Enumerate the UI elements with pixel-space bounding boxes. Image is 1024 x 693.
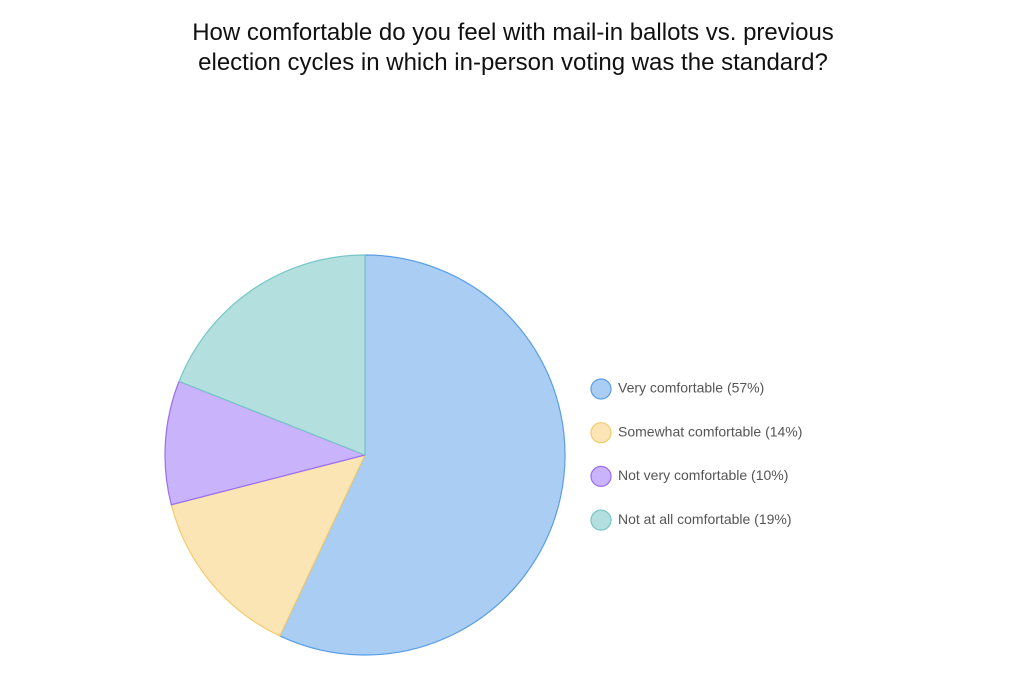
legend-label: Not at all comfortable (19%) — [618, 511, 792, 527]
legend-swatch — [590, 509, 612, 531]
pie-slice — [279, 254, 566, 656]
chart-title: How comfortable do you feel with mail-in… — [192, 19, 834, 76]
legend-swatch — [590, 465, 612, 487]
legend-label: Not very comfortable (10%) — [618, 467, 788, 483]
legend-label: Very comfortable (57%) — [618, 380, 764, 396]
pie-slice — [164, 380, 366, 506]
pie-slice — [170, 454, 366, 637]
legend-swatch — [590, 378, 612, 400]
legend-swatch — [590, 422, 612, 444]
pie-slice — [178, 254, 366, 456]
legend-label: Somewhat comfortable (14%) — [618, 423, 802, 439]
